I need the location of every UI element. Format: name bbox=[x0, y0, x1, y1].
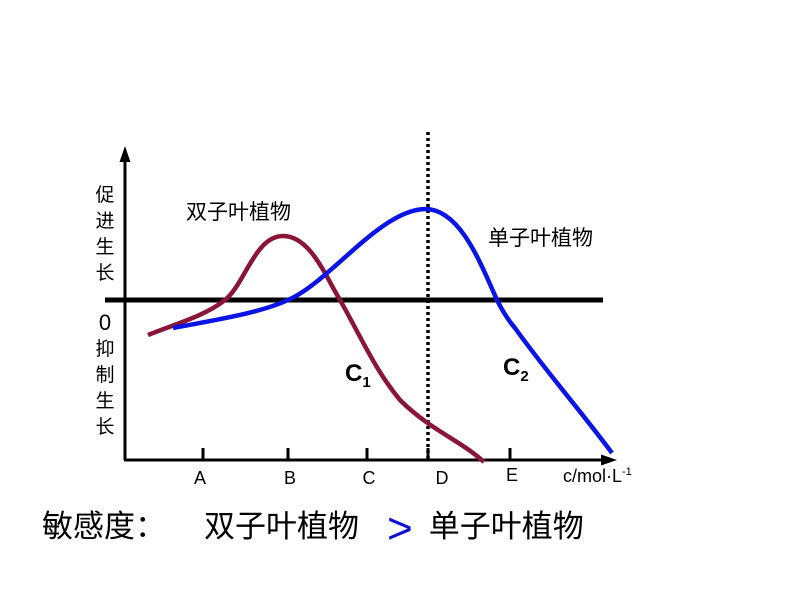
c2-subscript: 2 bbox=[520, 368, 529, 385]
c1-letter: C bbox=[345, 360, 363, 387]
y-axis-arrow-icon bbox=[119, 146, 131, 162]
monocot-curve bbox=[172, 206, 614, 455]
x-tick-label-e: E bbox=[505, 465, 519, 485]
c1-subscript: 1 bbox=[362, 374, 371, 391]
x-tick-label-d: D bbox=[435, 468, 449, 488]
c2-letter: C bbox=[503, 354, 521, 381]
conclusion-right: 单子叶植物 bbox=[428, 508, 584, 545]
greater-than-icon: > bbox=[387, 504, 413, 553]
x-tick-label-c: C bbox=[362, 468, 376, 488]
conclusion-left: 双子叶植物 bbox=[204, 508, 359, 545]
dicot-curve bbox=[147, 233, 486, 464]
x-tick-label-a: A bbox=[193, 468, 207, 488]
y-label-char: 生 bbox=[95, 390, 115, 412]
dicot-curve-label: 双子叶植物 bbox=[186, 200, 291, 224]
sensitivity-conclusion: 敏感度： 双子叶植物 > 单子叶植物 bbox=[42, 498, 584, 553]
unit-base: c/mol·L bbox=[563, 466, 623, 486]
y-label-char: 促 bbox=[95, 184, 115, 206]
y-label-char: 长 bbox=[95, 416, 115, 438]
y-label-char: 生 bbox=[95, 236, 115, 258]
c1-label: C1 bbox=[345, 360, 371, 391]
monocot-curve-label: 单子叶植物 bbox=[488, 226, 593, 250]
y-axis bbox=[119, 146, 131, 460]
y-label-char: 长 bbox=[95, 262, 115, 284]
y-label-char: 制 bbox=[95, 364, 115, 386]
unit-exponent: -1 bbox=[622, 466, 632, 478]
x-axis-ticks bbox=[201, 448, 512, 460]
x-axis-unit-label: c/mol·L-1 bbox=[563, 466, 632, 487]
y-label-char: 进 bbox=[95, 210, 115, 232]
x-tick-label-b: B bbox=[283, 468, 297, 488]
conclusion-prefix: 敏感度： bbox=[42, 508, 166, 545]
c2-label: C2 bbox=[503, 354, 529, 385]
y-zero-label: 0 bbox=[98, 310, 112, 335]
x-axis bbox=[124, 448, 617, 466]
x-axis-arrow-icon bbox=[601, 454, 617, 466]
y-label-char: 抑 bbox=[95, 338, 115, 360]
